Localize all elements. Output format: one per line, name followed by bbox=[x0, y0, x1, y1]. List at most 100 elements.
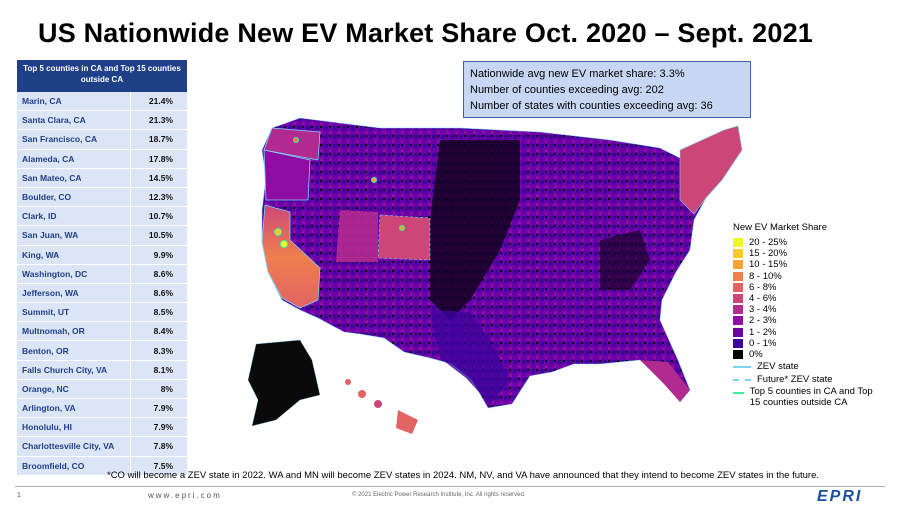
county-name: Honolulu, HI bbox=[17, 418, 131, 437]
legend-bin: 2 - 3% bbox=[733, 315, 883, 326]
table-row: Alameda, CA 17.8% bbox=[17, 149, 187, 169]
top-county-marker bbox=[399, 225, 405, 231]
table-row: Honolulu, HI 7.9% bbox=[17, 418, 187, 438]
table-row: Broomfield, CO 7.5% bbox=[17, 456, 187, 476]
legend-bin-label: 15 - 20% bbox=[749, 248, 788, 260]
top-county-marker bbox=[293, 137, 299, 143]
county-name: San Francisco, CA bbox=[17, 130, 131, 149]
table-body: Marin, CA 21.4% Santa Clara, CA 21.3% San Fr… bbox=[17, 92, 187, 476]
county-name: Charlottesville City, VA bbox=[17, 437, 131, 456]
legend-bin-label: 0 - 1% bbox=[749, 337, 777, 349]
county-name: Multnomah, OR bbox=[17, 322, 131, 341]
map-legend: New EV Market Share 20 - 25% 15 - 20% 10 -… bbox=[733, 222, 883, 412]
table-row: San Mateo, CA 14.5% bbox=[17, 168, 187, 188]
legend-swatch bbox=[733, 260, 743, 270]
florida-region bbox=[640, 360, 690, 402]
legend-bin: 20 - 25% bbox=[733, 237, 883, 248]
legend-line-swatch bbox=[733, 392, 744, 395]
appalachia-region bbox=[600, 230, 650, 290]
county-share: 10.5% bbox=[148, 230, 173, 241]
washington-region bbox=[263, 127, 321, 161]
top-county-marker bbox=[371, 177, 377, 183]
legend-line-items: ZEV state Future* ZEV state Top 5 counties… bbox=[733, 360, 883, 412]
county-name: Broomfield, CO bbox=[17, 456, 131, 475]
table-row: Clark, ID 10.7% bbox=[17, 207, 187, 227]
county-name: Orange, NC bbox=[17, 379, 131, 398]
table-row: King, WA 9.9% bbox=[17, 245, 187, 265]
legend-bin: 0% bbox=[733, 349, 883, 360]
top-county-marker bbox=[280, 240, 288, 248]
county-share: 8.6% bbox=[153, 268, 173, 279]
page-title: US Nationwide New EV Market Share Oct. 2… bbox=[38, 18, 814, 48]
table-row: Multnomah, OR 8.4% bbox=[17, 322, 187, 342]
county-share: 10.7% bbox=[148, 211, 173, 222]
summary-box: Nationwide avg new EV market share: 3.3%… bbox=[463, 61, 751, 118]
page-number: 1 bbox=[17, 492, 21, 499]
legend-swatch bbox=[733, 349, 743, 359]
top-county-marker bbox=[274, 228, 282, 236]
plains-region bbox=[430, 140, 520, 320]
table-row: Benton, OR 8.3% bbox=[17, 341, 187, 361]
texas-region bbox=[430, 310, 510, 404]
county-name: King, WA bbox=[17, 245, 131, 264]
legend-bin-label: 10 - 15% bbox=[749, 259, 788, 271]
legend-swatch bbox=[733, 327, 743, 337]
county-share: 12.3% bbox=[148, 192, 173, 203]
legend-line-swatch bbox=[733, 378, 751, 381]
table-row: Charlottesville City, VA 7.8% bbox=[17, 437, 187, 457]
county-share: 7.9% bbox=[153, 422, 173, 433]
table-row: San Francisco, CA 18.7% bbox=[17, 130, 187, 150]
county-share: 17.8% bbox=[148, 153, 173, 164]
county-name: Arlington, VA bbox=[17, 399, 131, 418]
alaska-region bbox=[247, 339, 321, 427]
legend-swatch bbox=[733, 294, 743, 304]
legend-line-label: Future* ZEV state bbox=[757, 374, 833, 386]
footer: 1 www.epri.com © 2021 Electric Power Res… bbox=[0, 486, 900, 509]
copyright: © 2021 Electric Power Research Institute… bbox=[352, 492, 526, 498]
summary-counties: Number of counties exceeding avg: 202 bbox=[470, 84, 664, 96]
legend-title: New EV Market Share bbox=[733, 222, 827, 233]
county-name: Santa Clara, CA bbox=[17, 111, 131, 130]
legend-bin-label: 8 - 10% bbox=[749, 270, 782, 282]
legend-swatch bbox=[733, 305, 743, 315]
legend-bin: 4 - 6% bbox=[733, 293, 883, 304]
county-share: 8.3% bbox=[153, 345, 173, 356]
epri-logo: EPRI bbox=[817, 488, 863, 505]
county-share: 7.5% bbox=[153, 460, 173, 471]
county-share: 18.7% bbox=[148, 134, 173, 145]
county-name: Jefferson, WA bbox=[17, 283, 131, 303]
legend-line-item: Top 5 counties in CA and Top 15 counties… bbox=[733, 386, 883, 412]
county-name: Benton, OR bbox=[17, 341, 131, 360]
legend-bins: 20 - 25% 15 - 20% 10 - 15% 8 - 10% 6 - 8% 4 -… bbox=[733, 237, 883, 360]
hawaii-island bbox=[345, 379, 351, 385]
legend-bin-label: 4 - 6% bbox=[749, 293, 777, 305]
table-row: Washington, DC 8.6% bbox=[17, 264, 187, 284]
legend-bin-label: 6 - 8% bbox=[749, 281, 777, 293]
website-link[interactable]: www.epri.com bbox=[148, 491, 222, 500]
oregon-region bbox=[263, 149, 311, 201]
table-row: Orange, NC 8% bbox=[17, 379, 187, 399]
footer-rule bbox=[15, 486, 885, 487]
legend-swatch bbox=[733, 282, 743, 292]
county-name: Washington, DC bbox=[17, 264, 131, 283]
hawaii-island bbox=[358, 390, 366, 398]
northeast-region bbox=[679, 125, 743, 215]
county-name: San Mateo, CA bbox=[17, 168, 131, 187]
legend-bin: 15 - 20% bbox=[733, 248, 883, 259]
legend-swatch bbox=[733, 238, 743, 248]
table-row: San Juan, WA 10.5% bbox=[17, 226, 187, 246]
table-row: Summit, UT 8.5% bbox=[17, 303, 187, 323]
hawaii-island bbox=[396, 410, 418, 434]
summary-states: Number of states with counties exceeding… bbox=[470, 100, 713, 112]
county-name: San Juan, WA bbox=[17, 226, 131, 245]
legend-bin: 0 - 1% bbox=[733, 338, 883, 349]
county-name: Marin, CA bbox=[17, 92, 131, 111]
county-share: 8.6% bbox=[153, 287, 173, 298]
colorado-region bbox=[377, 214, 431, 261]
county-share: 8% bbox=[160, 383, 173, 394]
county-name: Summit, UT bbox=[17, 303, 131, 322]
county-name: Alameda, CA bbox=[17, 149, 131, 168]
county-name: Clark, ID bbox=[17, 207, 131, 226]
